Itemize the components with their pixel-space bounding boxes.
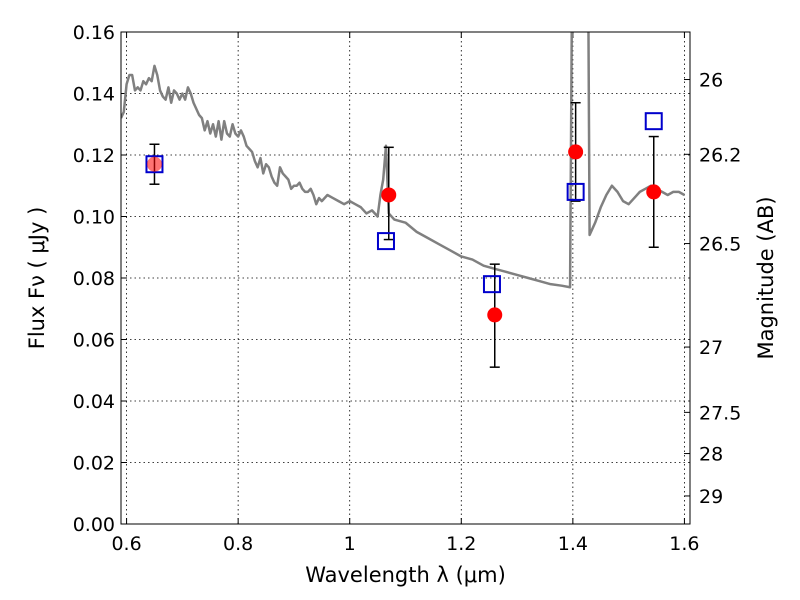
x-tick-label: 1.6 xyxy=(669,533,699,555)
y-tick-label: 0.04 xyxy=(73,391,115,413)
y-axis-label-left: Flux Fν ( μJy ) xyxy=(25,207,49,350)
observed-point xyxy=(381,187,397,203)
y-tick-label: 0.10 xyxy=(73,207,115,229)
magnitude-tick-label: 26.2 xyxy=(699,144,741,166)
y-tick-label: 0.06 xyxy=(73,330,115,352)
model-photometry-square xyxy=(566,182,585,201)
magnitude-tick-label: 27.5 xyxy=(699,402,741,424)
model-photometry-points xyxy=(145,112,663,294)
x-axis-label: Wavelength λ (μm) xyxy=(305,563,506,587)
magnitude-tick-label: 28 xyxy=(699,444,723,466)
y-tick-label: 0.08 xyxy=(73,268,115,290)
y-tick-label: 0.12 xyxy=(73,145,115,167)
model-photometry-square xyxy=(644,112,663,131)
grid xyxy=(121,31,690,525)
magnitude-tick-label: 29 xyxy=(699,486,723,508)
x-tick-label: 0.6 xyxy=(111,533,141,555)
observed-point xyxy=(487,307,503,323)
x-tick-label: 1 xyxy=(344,533,356,555)
observed-point xyxy=(568,144,584,160)
plot-frame xyxy=(120,31,691,525)
model-photometry-square xyxy=(376,232,395,251)
magnitude-tick-label: 26 xyxy=(699,70,723,92)
y-tick-label: 0.00 xyxy=(73,514,115,536)
observed-point xyxy=(146,156,162,172)
spectrum-line xyxy=(121,32,686,289)
error-bars xyxy=(149,101,659,368)
magnitude-tick-label: 26.5 xyxy=(699,234,741,256)
y-axis-label-right: Magnitude (AB) xyxy=(754,196,778,359)
y-tick-label: 0.02 xyxy=(73,453,115,475)
model-photometry-square xyxy=(145,155,164,174)
y-tick-label: 0.14 xyxy=(73,84,115,106)
y-tick-label: 0.16 xyxy=(73,22,115,44)
x-tick-label: 1.2 xyxy=(446,533,476,555)
axis-ticks: 0.6 0.8 1 1.2 1.4 1.6 0.00 0.02 0.04 0.06 0.08 0.10… xyxy=(73,22,742,555)
observed-points xyxy=(146,144,662,323)
magnitude-tick-label: 27 xyxy=(699,337,723,359)
observed-point xyxy=(646,184,662,200)
model-photometry-square xyxy=(482,275,501,294)
x-tick-label: 1.4 xyxy=(558,533,588,555)
x-tick-label: 0.8 xyxy=(223,533,253,555)
model-spectrum xyxy=(121,32,686,289)
